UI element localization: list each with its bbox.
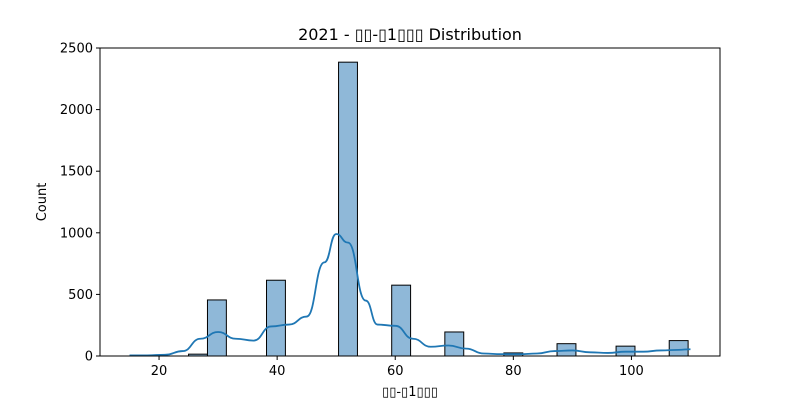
histogram-bar bbox=[206, 299, 227, 357]
y-axis: 0 500 1000 1500 2000 2500 bbox=[60, 42, 100, 365]
histogram-bar bbox=[338, 61, 358, 357]
y-tick-label: 500 bbox=[68, 288, 93, 303]
plot-frame bbox=[99, 47, 721, 357]
y-tick-label: 0 bbox=[85, 350, 93, 365]
chart-title: 2021 - ▯▯-▯1▯▯▯ Distribution bbox=[298, 25, 522, 44]
histogram-bar bbox=[391, 284, 412, 357]
y-tick-label: 1500 bbox=[60, 165, 93, 180]
x-tick-label: 20 bbox=[151, 364, 168, 379]
y-tick-label: 2000 bbox=[60, 103, 93, 118]
histogram-bars bbox=[188, 61, 689, 357]
x-tick-label: 100 bbox=[619, 364, 644, 379]
x-axis: 20 40 60 80 100 bbox=[151, 356, 644, 379]
histogram-bar bbox=[444, 331, 465, 357]
kde-line bbox=[129, 233, 691, 357]
kde-layer bbox=[129, 233, 691, 357]
y-axis-title: Count bbox=[35, 183, 50, 222]
x-tick-label: 60 bbox=[387, 364, 404, 379]
x-tick-label: 80 bbox=[505, 364, 522, 379]
histogram-bar bbox=[266, 279, 286, 357]
y-tick-label: 1000 bbox=[60, 226, 93, 241]
histogram-bar bbox=[668, 340, 689, 357]
x-axis-title: ▯▯-▯1▯▯▯ bbox=[382, 385, 438, 400]
y-tick-label: 2500 bbox=[60, 42, 93, 57]
x-tick-label: 40 bbox=[269, 364, 286, 379]
